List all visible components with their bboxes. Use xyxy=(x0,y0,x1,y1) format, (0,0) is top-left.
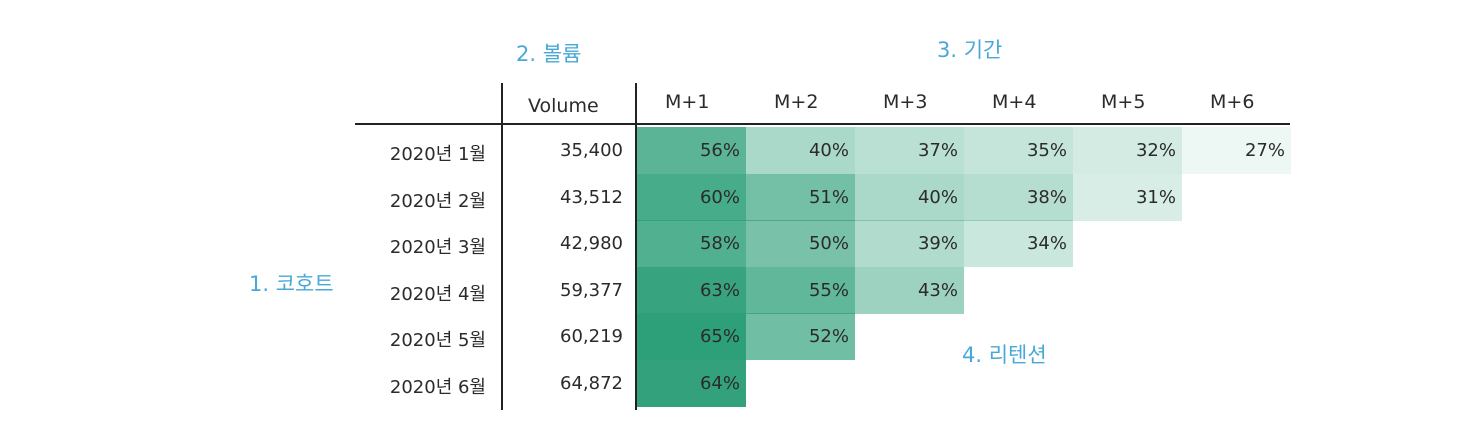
retention-cell xyxy=(746,266,855,314)
cohort-volume: 60,219 xyxy=(560,326,623,347)
cohort-label: 2020년 1월 xyxy=(389,144,486,165)
retention-value: 51% xyxy=(808,186,849,208)
cohort-volume: 59,377 xyxy=(560,279,623,301)
volume-header: Volume xyxy=(528,95,599,117)
cohort-volume: 35,400 xyxy=(560,140,623,161)
retention-value: 56% xyxy=(699,140,740,161)
period-header-1: M+1 xyxy=(665,91,710,113)
retention-cell xyxy=(637,127,746,174)
cohort-volume: 42,980 xyxy=(560,233,623,254)
retention-value: 37% xyxy=(917,140,958,161)
retention-value: 64% xyxy=(699,372,740,394)
cohort-label: 2020년 2월 xyxy=(389,190,486,212)
period-header-5: M+5 xyxy=(1101,91,1146,113)
retention-value: 35% xyxy=(1026,140,1067,161)
label-volume-divider xyxy=(501,83,503,410)
annotation-period: 3. 기간 xyxy=(937,38,1003,62)
retention-cell xyxy=(855,173,964,221)
period-header-2: M+2 xyxy=(774,91,819,113)
annotation-volume: 2. 볼륨 xyxy=(516,42,582,66)
cohort-label: 2020년 4월 xyxy=(389,283,486,305)
retention-cell xyxy=(855,127,964,174)
retention-value: 31% xyxy=(1135,186,1176,208)
retention-value: 40% xyxy=(808,140,849,161)
annotation-cohort: 1. 코호트 xyxy=(249,272,334,296)
cohort-volume: 43,512 xyxy=(560,186,623,208)
annotation-retention: 4. 리텐션 xyxy=(962,343,1047,367)
retention-cell xyxy=(637,359,746,407)
cohort-label: 2020년 5월 xyxy=(389,330,486,351)
retention-cell xyxy=(855,220,964,267)
period-header-4: M+4 xyxy=(992,91,1037,113)
retention-cell xyxy=(964,220,1073,267)
retention-value: 34% xyxy=(1026,233,1067,254)
retention-cell xyxy=(1073,127,1182,174)
retention-cell xyxy=(746,313,855,360)
volume-data-divider xyxy=(635,83,637,410)
cohort-label: 2020년 6월 xyxy=(389,376,486,398)
retention-value: 58% xyxy=(699,233,740,254)
retention-cell xyxy=(637,266,746,314)
retention-value: 40% xyxy=(917,186,958,208)
retention-value: 43% xyxy=(917,279,958,301)
retention-cell xyxy=(637,313,746,360)
retention-cell xyxy=(637,220,746,267)
retention-cell xyxy=(746,220,855,267)
retention-value: 50% xyxy=(808,233,849,254)
cohort-volume: 64,872 xyxy=(560,372,623,394)
period-header-6: M+6 xyxy=(1210,91,1255,113)
retention-value: 27% xyxy=(1244,140,1285,161)
header-rule xyxy=(355,123,1290,125)
retention-value: 39% xyxy=(917,233,958,254)
retention-value: 63% xyxy=(699,279,740,301)
retention-cell xyxy=(964,127,1073,174)
cohort-label: 2020년 3월 xyxy=(389,237,486,258)
retention-value: 60% xyxy=(699,186,740,208)
retention-cell xyxy=(746,127,855,174)
retention-value: 32% xyxy=(1135,140,1176,161)
retention-value: 65% xyxy=(699,326,740,347)
retention-value: 38% xyxy=(1026,186,1067,208)
retention-cell xyxy=(855,266,964,314)
retention-cell xyxy=(964,173,1073,221)
retention-cell xyxy=(746,173,855,221)
retention-cell xyxy=(637,173,746,221)
retention-cell xyxy=(1073,173,1182,221)
retention-value: 55% xyxy=(808,279,849,301)
period-header-3: M+3 xyxy=(883,91,928,113)
retention-value: 52% xyxy=(808,326,849,347)
retention-cell xyxy=(1182,127,1291,174)
